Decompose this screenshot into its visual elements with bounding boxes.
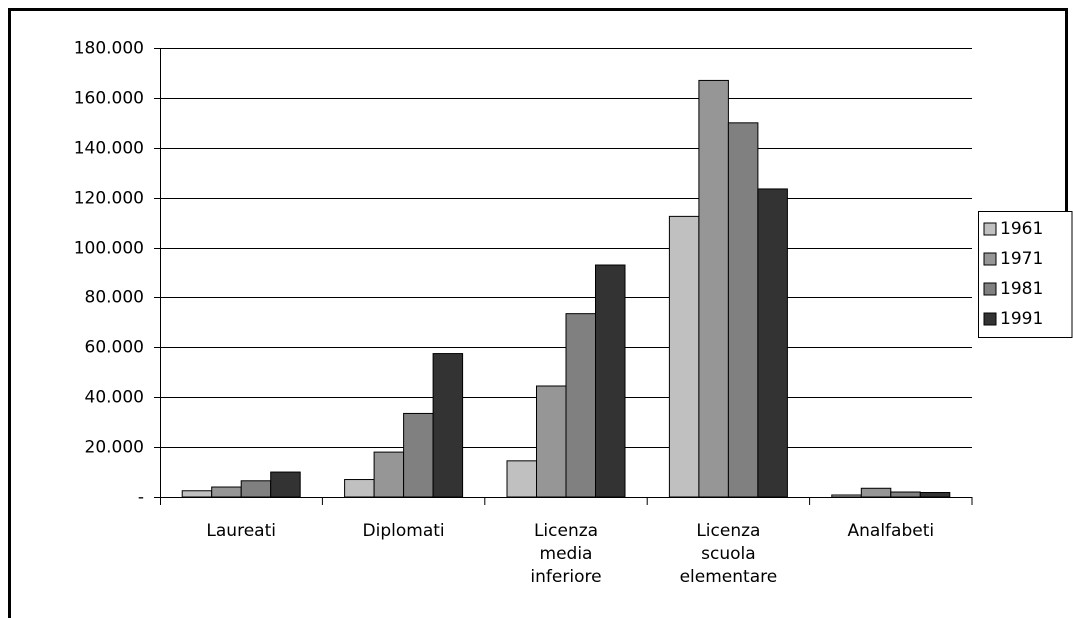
- chart-frame: [8, 8, 1068, 618]
- y-tick-label: 20.000: [85, 438, 144, 458]
- bar: [860, 487, 892, 498]
- legend-label: 1971: [1000, 249, 1043, 269]
- y-tick-label: 80.000: [85, 288, 144, 308]
- y-tick-label: 40.000: [85, 388, 144, 408]
- x-tick-label: Diplomati: [363, 521, 445, 541]
- bar: [698, 79, 729, 498]
- legend-swatch: [983, 222, 997, 236]
- legend-label: 1981: [1000, 279, 1043, 299]
- legend-label: 1991: [1000, 309, 1043, 329]
- x-tick-label: Licenza media inferiore: [530, 521, 601, 587]
- bar: [240, 480, 272, 498]
- bar: [536, 385, 567, 498]
- legend-label: 1961: [1000, 219, 1043, 239]
- y-tick-label: 180.000: [74, 39, 144, 59]
- bar: [373, 451, 405, 498]
- bar: [668, 215, 700, 498]
- x-tick-label: Analfabeti: [848, 521, 935, 541]
- y-tick-label: 120.000: [74, 189, 144, 209]
- y-tick-label: -: [138, 488, 144, 508]
- bar: [344, 479, 375, 498]
- bar: [565, 313, 596, 498]
- y-tick-label: 140.000: [74, 139, 144, 159]
- bar: [432, 353, 464, 498]
- bar: [181, 490, 213, 498]
- y-tick-label: 100.000: [74, 239, 144, 259]
- bar: [595, 264, 626, 498]
- bar: [919, 492, 951, 498]
- legend-swatch: [983, 282, 997, 296]
- y-tick-label: 160.000: [74, 89, 144, 109]
- legend-swatch: [983, 312, 997, 326]
- bar: [890, 491, 921, 498]
- x-tick-label: Licenza scuola elementare: [680, 521, 778, 587]
- x-tick-label: Laureati: [206, 521, 276, 541]
- y-tick-label: 60.000: [85, 338, 144, 358]
- bar: [403, 412, 434, 498]
- bar: [727, 122, 759, 498]
- legend-swatch: [983, 252, 997, 266]
- bar: [757, 188, 788, 498]
- bar: [270, 471, 301, 498]
- bar: [211, 486, 242, 498]
- bar: [506, 460, 537, 498]
- bar: [831, 494, 862, 498]
